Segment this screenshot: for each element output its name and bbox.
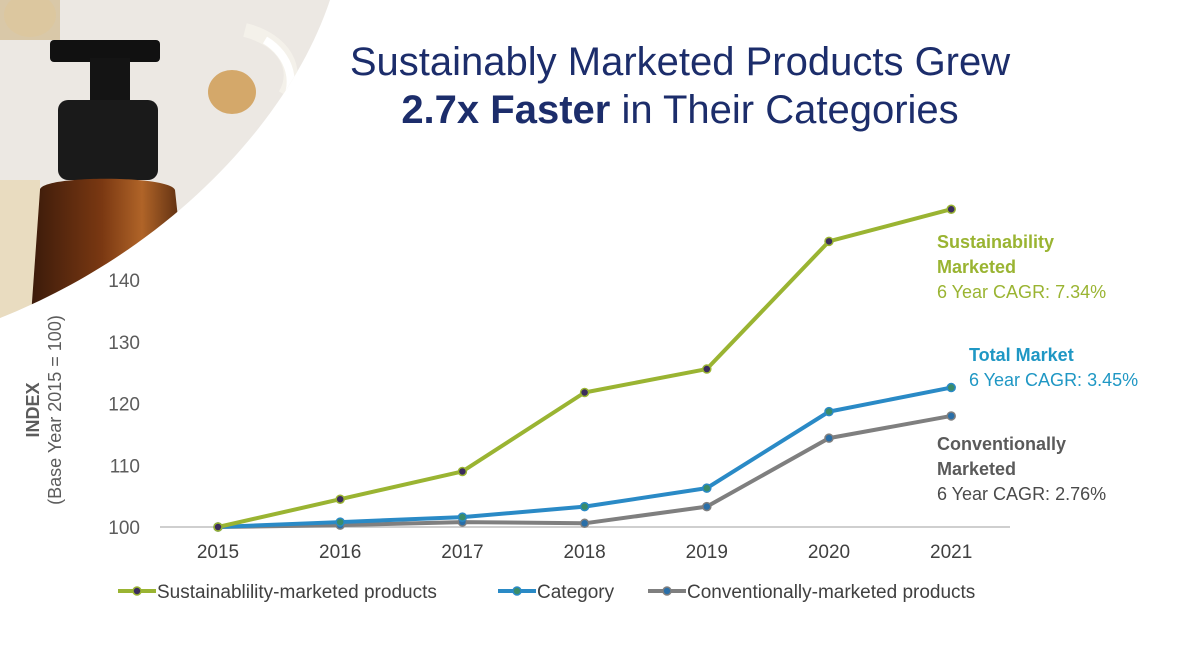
- x-tick-label: 2015: [197, 542, 239, 563]
- x-tick-label: 2019: [686, 542, 728, 563]
- x-tick-label: 2020: [808, 542, 850, 563]
- y-tick-label: 110: [110, 456, 140, 477]
- chart-title-line-1: Sustainably Marketed Products Grew: [349, 40, 1011, 84]
- legend-label: Conventionally-marketed products: [687, 582, 975, 603]
- y-axis-label-line-2: (Base Year 2015 = 100): [45, 315, 65, 505]
- data-point: [579, 518, 590, 529]
- y-tick-label: 130: [108, 333, 140, 354]
- legend-marker: [512, 586, 522, 596]
- annotation-sustainability-name-2: Marketed: [937, 257, 1017, 277]
- annotation-conventional-cagr: 6 Year CAGR: 2.76%: [937, 484, 1107, 504]
- x-tick-label: 2017: [441, 542, 483, 563]
- legend-marker: [132, 586, 142, 596]
- y-tick-label: 120: [108, 395, 140, 416]
- data-point: [702, 501, 712, 512]
- data-point: [457, 466, 468, 477]
- annotation-total-market: Total Market 6 Year CAGR: 3.45%: [969, 343, 1138, 393]
- x-tick-label: 2021: [930, 542, 972, 563]
- legend-label: Sustainablility-marketed products: [157, 582, 437, 603]
- data-point: [824, 236, 834, 247]
- chart-title-highlight: 2.7x Faster: [401, 88, 611, 132]
- annotation-sustainability: Sustainability Marketed 6 Year CAGR: 7.3…: [937, 230, 1106, 305]
- data-point: [946, 411, 956, 421]
- data-point: [457, 512, 468, 522]
- y-tick-label: 100: [108, 518, 140, 539]
- data-point: [702, 483, 712, 493]
- data-point: [946, 382, 956, 393]
- chart-title-rest: in Their Categories: [610, 88, 959, 132]
- data-point: [702, 364, 712, 374]
- chart-title-line-2: 2.7x Faster in Their Categories: [300, 88, 1060, 133]
- data-point: [213, 522, 223, 532]
- data-point: [824, 433, 834, 443]
- annotation-conventional-name-2: Marketed: [937, 459, 1017, 479]
- annotation-conventional-name-1: Conventionally: [937, 434, 1067, 454]
- y-tick-label: 140: [108, 271, 140, 292]
- data-point: [579, 387, 590, 398]
- annotation-conventional: Conventionally Marketed 6 Year CAGR: 2.7…: [937, 432, 1106, 507]
- annotation-total-cagr: 6 Year CAGR: 3.45%: [969, 370, 1139, 390]
- legend-label: Category: [537, 582, 615, 603]
- annotation-total-name: Total Market: [969, 345, 1074, 365]
- data-point: [335, 494, 345, 504]
- data-point: [579, 501, 590, 512]
- data-point: [946, 204, 956, 214]
- data-point: [824, 406, 834, 417]
- annotation-sustainability-cagr: 6 Year CAGR: 7.34%: [937, 282, 1107, 302]
- annotation-sustainability-name-1: Sustainability: [937, 232, 1055, 252]
- soap-bottle-photo: [0, 0, 330, 318]
- data-point: [335, 517, 345, 527]
- legend-marker: [662, 586, 672, 596]
- series-line: [216, 207, 954, 529]
- y-axis-label-line-1: INDEX: [23, 382, 43, 438]
- x-tick-label: 2018: [563, 542, 605, 563]
- x-tick-label: 2016: [319, 542, 361, 563]
